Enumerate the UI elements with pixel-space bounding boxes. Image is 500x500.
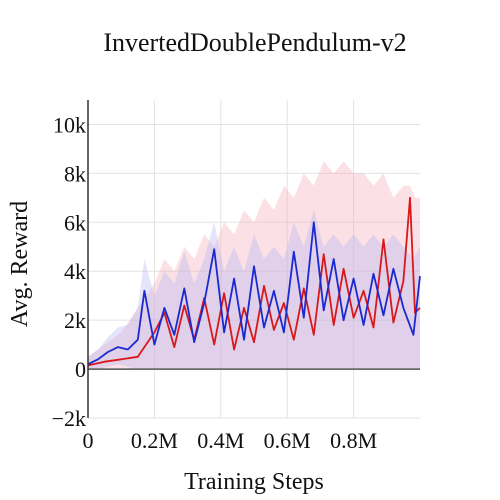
x-tick-label: 0.6M xyxy=(264,428,311,453)
line-layer xyxy=(87,196,421,367)
chart-title: InvertedDoublePendulum-v2 xyxy=(103,28,406,57)
series-1-band xyxy=(88,161,420,370)
y-tick-label: 10k xyxy=(53,112,86,137)
series-1-line xyxy=(87,196,421,367)
y-tick-label: 6k xyxy=(64,210,86,235)
y-tick-label: 8k xyxy=(64,161,86,186)
band-layer xyxy=(88,161,420,370)
y-tick-label: 0 xyxy=(75,357,86,382)
x-tick-label: 0.2M xyxy=(131,428,178,453)
x-axis-title: Training Steps xyxy=(184,469,324,495)
y-tick-label: 2k xyxy=(64,308,86,333)
y-axis-title: Avg. Reward xyxy=(7,201,33,327)
y-tick-label: −2k xyxy=(52,406,86,431)
x-tick-label: 0 xyxy=(83,428,94,453)
x-tick-label: 0.4M xyxy=(197,428,244,453)
x-tick-label: 0.8M xyxy=(330,428,377,453)
y-tick-label: 4k xyxy=(64,259,86,284)
series-2-band xyxy=(88,210,420,370)
series-2-line xyxy=(87,221,421,366)
axis-layer xyxy=(87,100,420,418)
